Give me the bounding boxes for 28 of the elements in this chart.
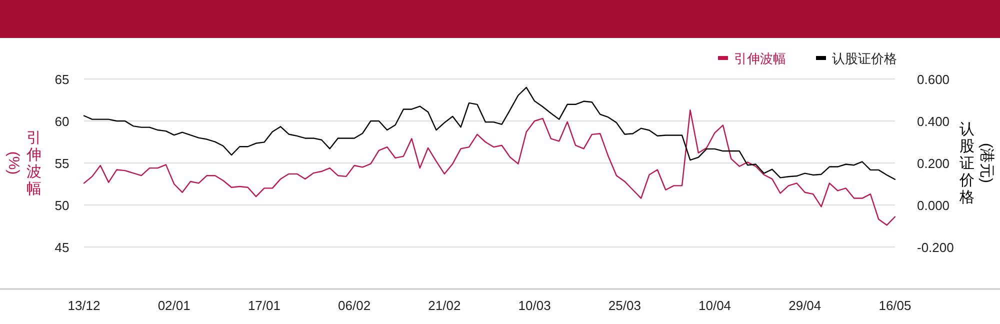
x-tick-label: 25/03 [608, 298, 641, 313]
y-axis-title: 引伸波幅 [26, 130, 42, 198]
line-series [83, 109, 896, 226]
text: (%) [5, 151, 22, 175]
x-tick-label: 10/03 [518, 298, 551, 313]
y2-tick-label: -0.200 [917, 240, 954, 255]
y2-tick-label: 0.200 [917, 156, 950, 171]
y-tick-label: 55 [54, 156, 70, 171]
x-tick-label: 21/02 [428, 298, 461, 313]
y2-tick-label: 0.400 [917, 114, 950, 129]
y2-axis-title: 认股证价格 [960, 121, 974, 206]
y-tick-label: 65 [54, 72, 70, 87]
x-tick-label: 10/04 [698, 298, 732, 313]
line-series [83, 86, 896, 180]
text: (港元) [978, 143, 995, 183]
x-tick-label: 16/05 [878, 298, 912, 313]
x-tick-label: 17/01 [248, 298, 280, 313]
y2-tick-label: 0.000 [917, 198, 950, 213]
x-tick-label: 13/12 [68, 298, 100, 313]
legend-label: 引伸波幅 [734, 51, 786, 66]
y-tick-label: 60 [54, 114, 70, 129]
x-tick-label: 02/01 [158, 298, 190, 313]
y-tick-label: 50 [54, 198, 70, 213]
y-tick-label: 45 [54, 240, 70, 255]
x-tick-label: 06/02 [338, 298, 371, 313]
legend-label: 认股证价格 [832, 51, 897, 66]
y2-tick-label: 0.600 [917, 72, 950, 87]
x-tick-label: 29/04 [788, 298, 822, 313]
